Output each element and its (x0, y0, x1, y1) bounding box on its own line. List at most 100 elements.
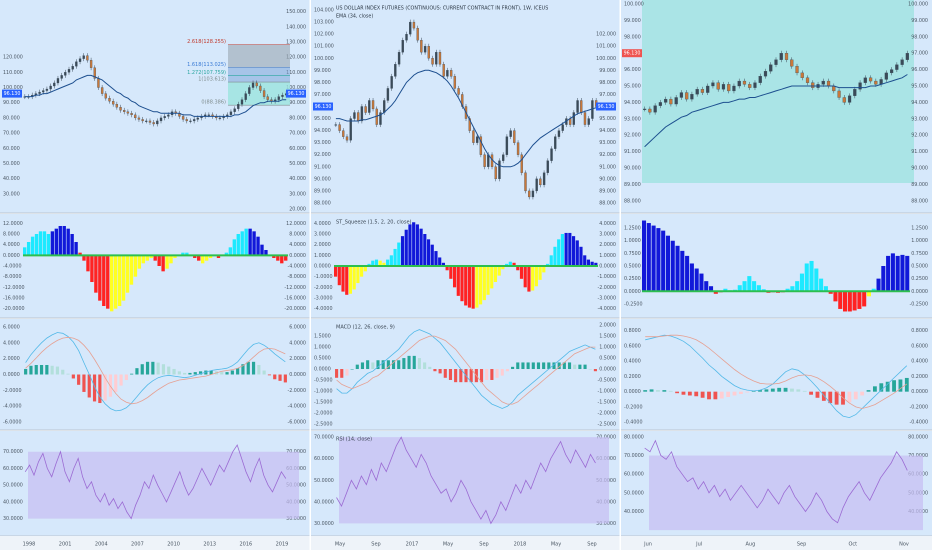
candle-body (790, 59, 794, 67)
squeeze-bar (713, 291, 718, 294)
squeeze-bar (240, 231, 244, 256)
squeeze-bar (452, 266, 457, 288)
squeeze-bar (699, 273, 704, 292)
y-tick-right-label: 91.000 (599, 164, 616, 170)
candle-body (800, 72, 804, 78)
candle-body (360, 106, 364, 122)
macd-histogram-bar (209, 370, 213, 375)
squeeze-bar (866, 291, 871, 297)
squeeze-bar (252, 231, 256, 256)
macd-histogram-bar (547, 362, 551, 370)
y-tick-left-label: -0.5000 (314, 377, 333, 383)
squeeze-bar (161, 255, 165, 272)
chart-column-right: 100.000 99.000 98.000 97.000 96.000 95.000 94.… (621, 0, 932, 550)
squeeze-bar (397, 242, 401, 266)
macd-histogram-bar (381, 360, 385, 370)
macd-histogram-bar (713, 391, 718, 400)
candle-body (93, 67, 96, 79)
rsi-line (336, 436, 596, 525)
squeeze-bar (876, 278, 881, 292)
candle-body (479, 136, 483, 155)
squeeze-bar (378, 260, 382, 266)
y-tick-right-label: 0.7500 (911, 251, 928, 257)
candle-body (895, 64, 899, 70)
squeeze-bar (862, 291, 867, 307)
squeeze-bar (386, 259, 390, 266)
squeeze-bar (542, 266, 546, 273)
squeeze-bar (284, 255, 288, 261)
y-tick-right-label: 30.0000 (596, 521, 616, 527)
macd-histogram-bar (732, 391, 737, 396)
y-tick-right-label: 102.000 (596, 32, 616, 38)
macd-histogram-bar (542, 362, 546, 370)
macd-histogram-bar (262, 370, 266, 375)
candle-body (229, 111, 233, 116)
squeeze-bar (441, 262, 445, 266)
x-tick-label: May (551, 542, 561, 548)
candle-body (446, 70, 449, 77)
squeeze-bar (790, 286, 795, 292)
y-tick-right-label: 0.2500 (911, 276, 928, 282)
squeeze-bar (38, 231, 43, 256)
squeeze-bar (208, 255, 213, 258)
y-tick-left-label: 0.0000 (3, 372, 20, 378)
candle-body (248, 87, 251, 94)
macd-histogram-bar (815, 391, 820, 398)
price-badge-left (2, 89, 22, 98)
y-tick-left-label: 1.0000 (314, 253, 331, 259)
y-tick-right-label: -1.0000 (597, 388, 616, 394)
candle-body (753, 82, 757, 88)
y-tick-left-label: 0.0000 (314, 264, 331, 270)
squeeze-bar (137, 255, 142, 269)
candle-body (648, 108, 652, 113)
macd-histogram-bar (764, 389, 769, 392)
squeeze-bar (828, 291, 833, 294)
candle-body (784, 53, 789, 60)
squeeze-bar (799, 273, 804, 292)
squeeze-bar (501, 266, 505, 270)
squeeze-bar (113, 255, 118, 309)
squeeze-bar (756, 285, 761, 292)
candle-body (60, 75, 63, 79)
squeeze-bar (157, 255, 161, 266)
y-tick-left-label: -3.0000 (314, 296, 333, 302)
macd-histogram-bar (745, 391, 750, 393)
y-tick-left-label: 0.2000 (624, 374, 641, 380)
y-tick-left-label: 88.000 (624, 198, 641, 204)
y-tick-left-label: 0.5000 (624, 264, 641, 270)
macd-histogram-bar (531, 362, 535, 370)
candle-body (520, 154, 523, 173)
squeeze-bar (665, 235, 670, 292)
y-tick-right-label: 96.000 (911, 67, 928, 73)
candle-body (853, 89, 857, 96)
y-tick-right-label: 0.8000 (911, 328, 928, 334)
candle-body (78, 58, 82, 62)
macd-histogram-bar (879, 383, 884, 392)
y-tick-right-label: -12.0000 (284, 285, 306, 291)
squeeze-bar (819, 278, 824, 292)
y-tick-right-label: 140.000 (286, 24, 306, 30)
macd-histogram-bar (783, 387, 788, 392)
candle-body (353, 112, 356, 119)
candle-body (126, 111, 130, 114)
candle-body (483, 154, 486, 167)
y-tick-right-label: -8.0000 (287, 274, 306, 280)
candle-body (658, 102, 662, 106)
macd-histogram-bar (834, 391, 839, 405)
macd-signal-line (25, 336, 286, 405)
macd-histogram-bar (511, 366, 515, 370)
x-tick-label: Aug (746, 542, 756, 548)
macd-histogram-bar (485, 369, 489, 380)
candle-body (737, 80, 741, 87)
candle-body (334, 124, 338, 126)
macd-histogram-bar (402, 358, 406, 370)
y-tick-left-label: 60.000 (3, 146, 20, 152)
candle-body (123, 110, 126, 112)
macd-histogram-bar (376, 360, 380, 370)
y-tick-left-label: 2.0000 (314, 242, 331, 248)
macd-histogram-bar (34, 364, 38, 375)
squeeze-bar (847, 291, 852, 312)
y-tick-left-label: 60.0000 (314, 456, 334, 462)
y-tick-left-label: -1.0000 (314, 388, 333, 394)
macd-histogram-bar (257, 364, 261, 375)
